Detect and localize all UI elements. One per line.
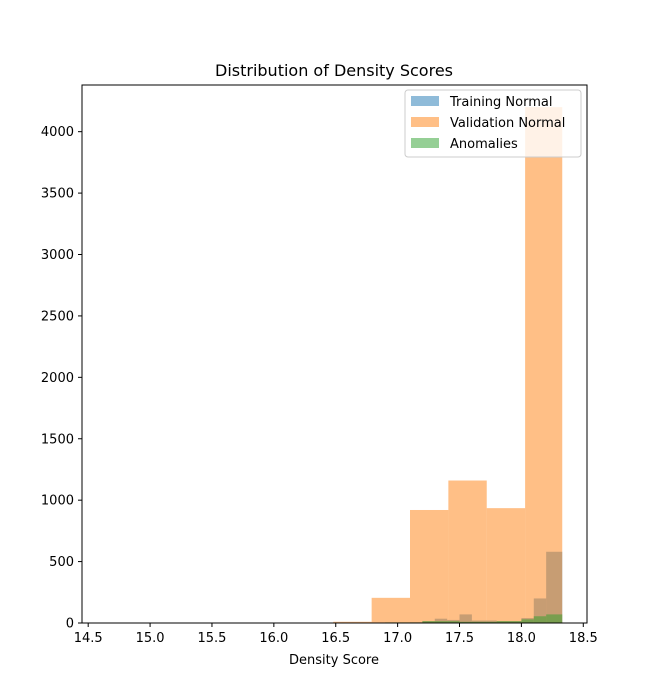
- legend: Training Normal Validation Normal Anomal…: [404, 89, 582, 158]
- y-tick-label: 500: [49, 555, 74, 570]
- y-tick-label: 0: [66, 617, 74, 632]
- bar-anomalies-4: [521, 619, 534, 623]
- x-tick-label: 18.5: [569, 631, 598, 646]
- x-tick-label: 16.0: [259, 631, 288, 646]
- y-tick-label: 1000: [41, 494, 74, 509]
- y-tick-label: 3500: [41, 187, 74, 202]
- bar-validation-normal-1: [371, 597, 411, 623]
- legend-swatch-validation-normal: [411, 117, 439, 127]
- x-tick-label: 16.5: [321, 631, 350, 646]
- x-axis-ticks: 14.5 15.0 15.5 16.0 16.5 17.0 17.5 18.0 18.5: [74, 623, 598, 646]
- y-tick-label: 1500: [41, 432, 74, 447]
- x-axis-label: Density Score: [289, 653, 379, 668]
- plot-frame: [81, 84, 588, 624]
- bar-validation-normal-4: [486, 508, 526, 623]
- bar-anomalies-6: [546, 614, 563, 623]
- bar-validation-normal-0: [333, 621, 372, 623]
- bar-anomalies-1: [422, 621, 460, 623]
- legend-box: [404, 89, 582, 158]
- bar-anomalies-5: [533, 616, 547, 623]
- y-tick-label: 3000: [41, 248, 74, 263]
- bar-validation-normal-2: [410, 509, 449, 623]
- y-tick-label: 2500: [41, 309, 74, 324]
- legend-swatch-training-normal: [411, 96, 439, 106]
- x-tick-label: 17.5: [445, 631, 474, 646]
- bar-anomalies-3: [496, 621, 522, 623]
- x-tick-label: 14.5: [74, 631, 103, 646]
- y-tick-label: 2000: [41, 371, 74, 386]
- x-tick-label: 15.5: [197, 631, 226, 646]
- y-tick-label: 4000: [41, 125, 74, 140]
- bar-anomalies-2: [459, 621, 497, 623]
- legend-swatch-anomalies: [411, 138, 439, 148]
- x-tick-label: 15.0: [136, 631, 165, 646]
- legend-label-training-normal: Training Normal: [449, 95, 552, 110]
- x-tick-label: 18.0: [507, 631, 536, 646]
- legend-label-validation-normal: Validation Normal: [450, 116, 565, 131]
- x-tick-label: 17.0: [383, 631, 412, 646]
- bars-layer: [333, 107, 563, 623]
- legend-label-anomalies: Anomalies: [450, 137, 518, 152]
- bar-validation-normal-3: [448, 480, 487, 623]
- bar-validation-normal-5: [525, 107, 563, 623]
- y-axis-ticks: 0 500 1000 1500 2000 2500 3000 3500 4000: [41, 125, 82, 632]
- chart-title: Distribution of Density Scores: [215, 61, 453, 80]
